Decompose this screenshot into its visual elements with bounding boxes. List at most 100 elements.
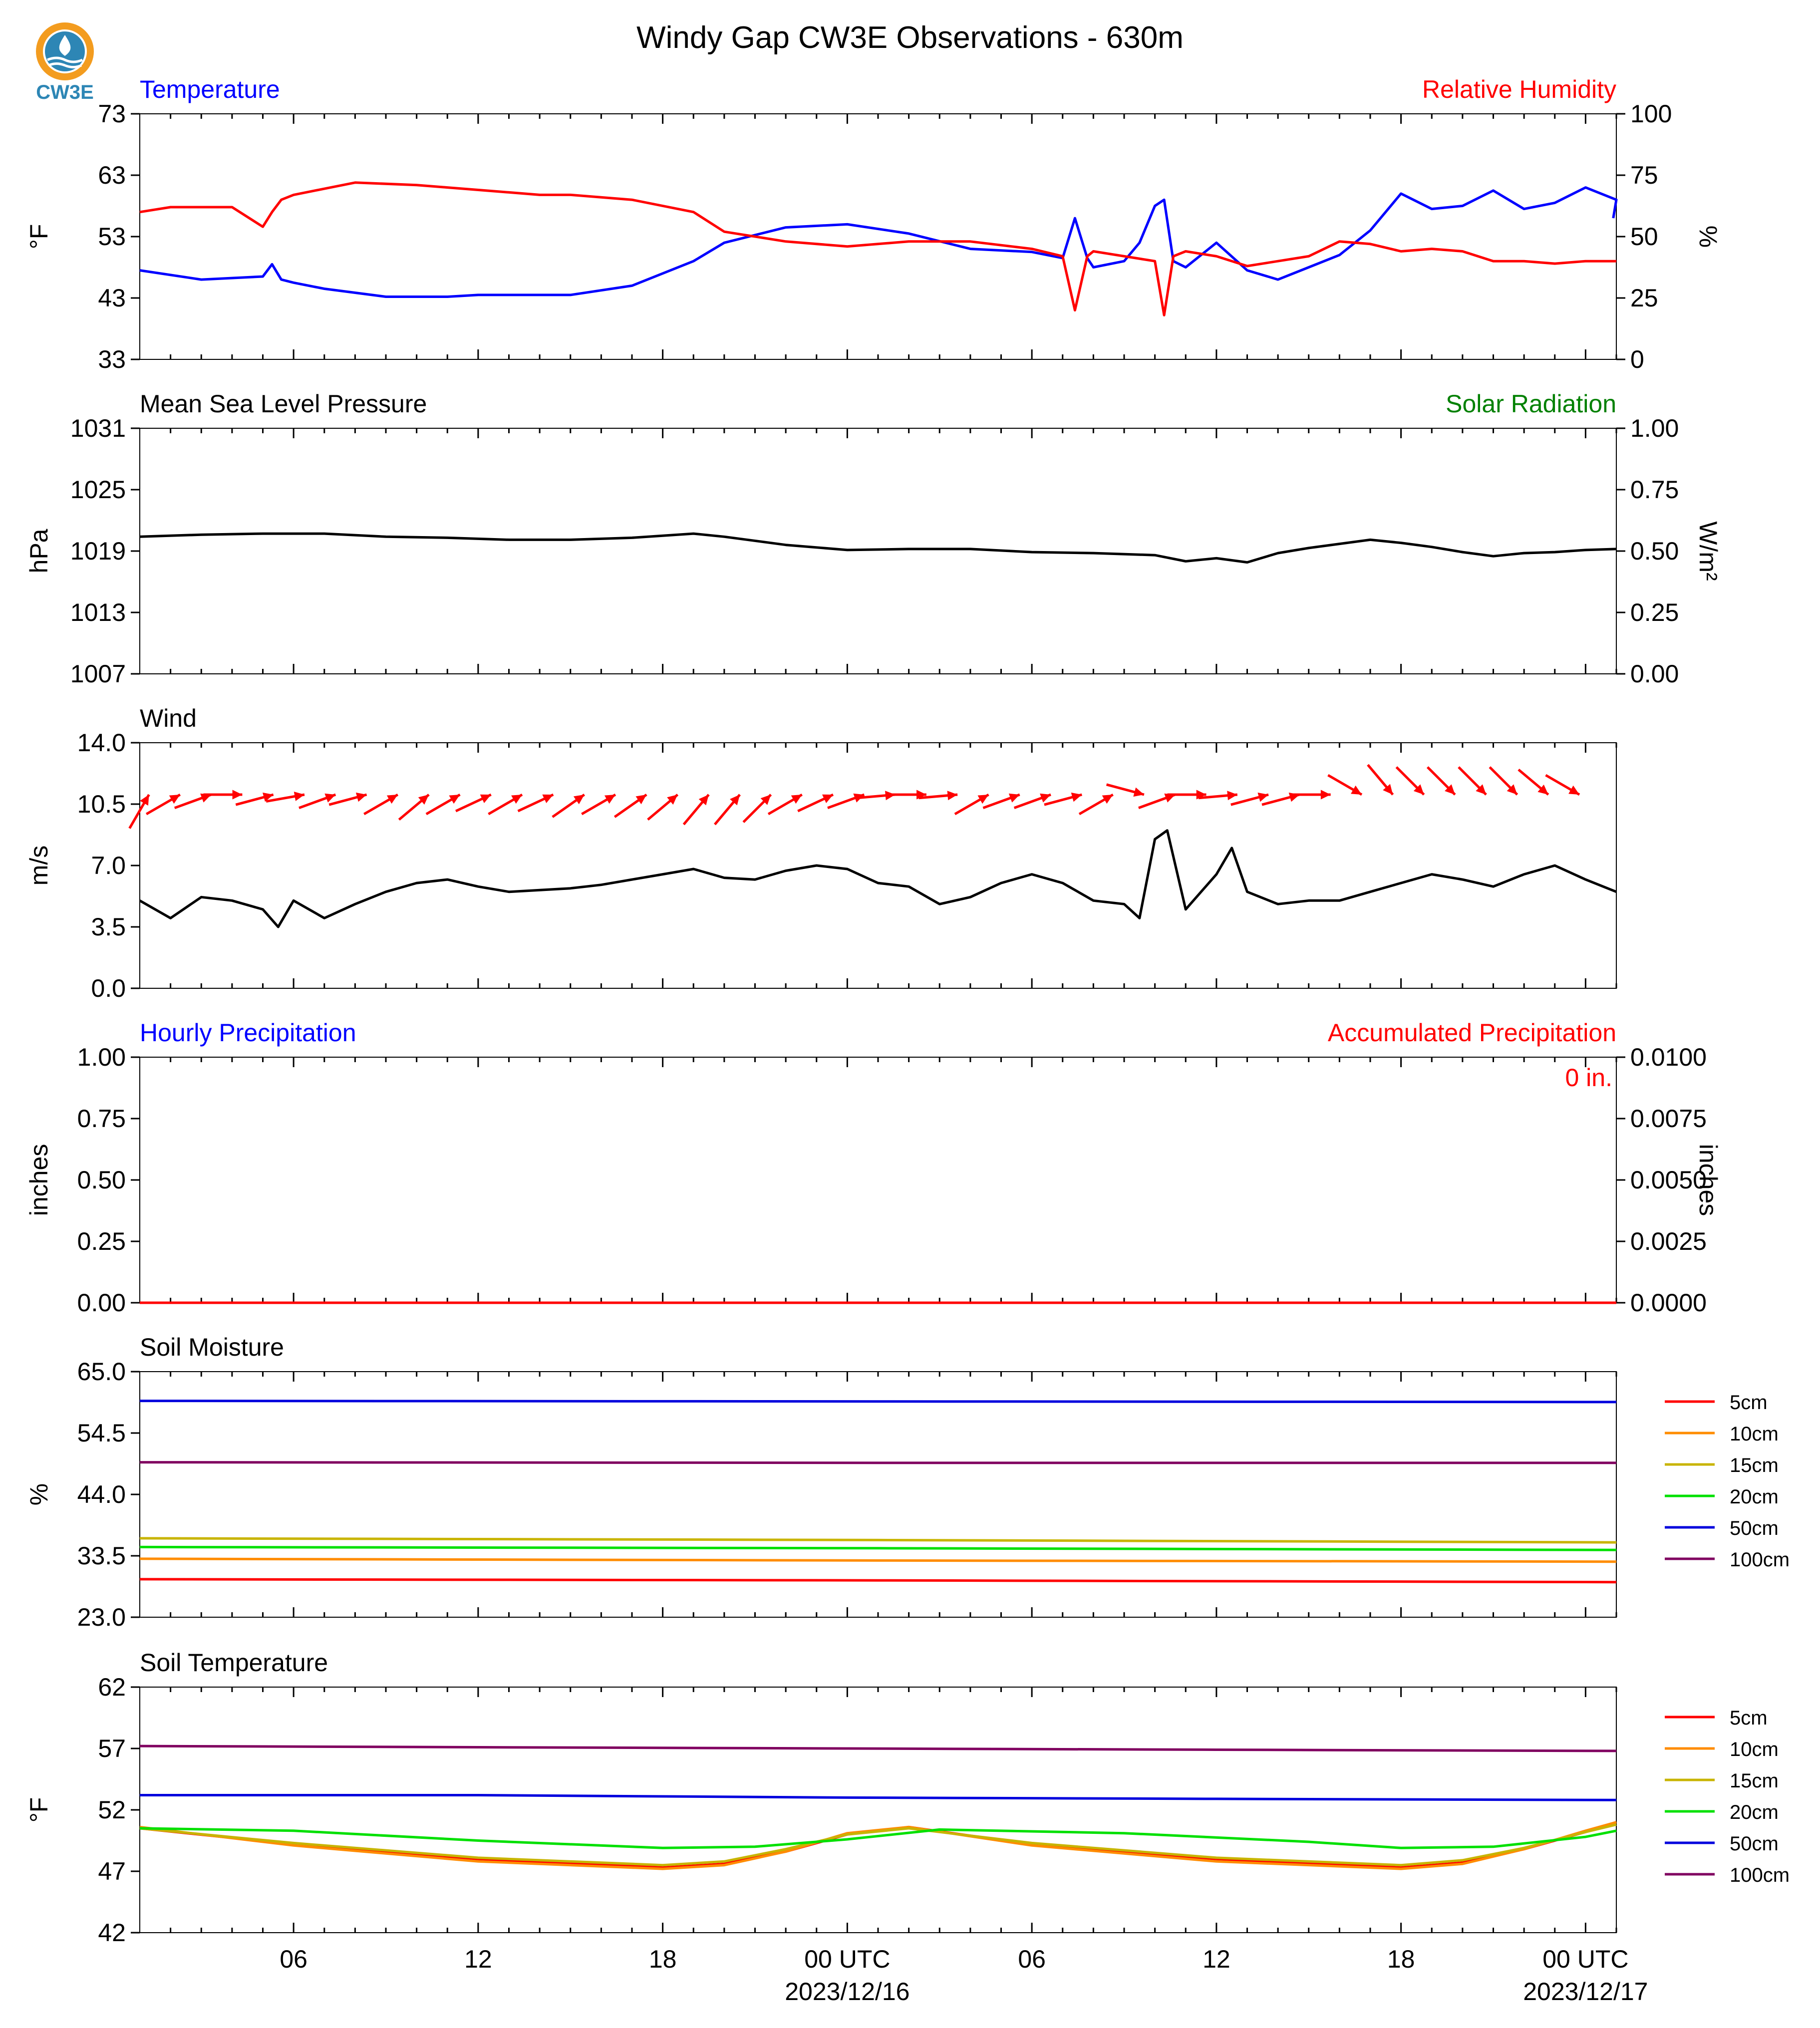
panel-soil_moisture: 23.0 33.5 44.0 54.5 65.0% Soil Moisture 5cm 10c… [25,1333,1790,1631]
y-tick-label-right: 100 [1630,100,1672,128]
plot-frame [139,1057,1617,1303]
panel-soil_temperature: 42 47 52 57 62 °F Soil Temperature 5cm 10cm 15cm 2… [25,1649,1790,1947]
x-tick-label: 06 [280,1945,307,1973]
y-tick-label-right: 0.50 [1630,537,1679,565]
cw3e-logo: CW3E [36,22,94,103]
legend-label: 20cm [1730,1486,1779,1508]
wind-arrow-head [294,792,304,801]
legend-label: 50cm [1730,1833,1779,1855]
wind-arrow-head [1008,793,1020,803]
panel-title-left: Hourly Precipitation [140,1019,356,1047]
y-tick-label: 1019 [70,537,126,565]
y-tick-label: 65.0 [77,1358,126,1386]
legend-label: 5cm [1730,1392,1768,1414]
wind-arrow-head [1476,784,1487,795]
wind-arrow-head [1320,790,1331,800]
panel-wind: 0.0 3.5 7.0 10.5 14.0 m/s Wind [25,704,1617,1002]
series-line-10cm [139,1557,1617,1563]
y-tick-label: 0.75 [77,1105,126,1133]
series-line-5cm [139,1578,1617,1584]
wind-arrow-head [386,795,398,804]
panel-title-left: Temperature [140,75,280,103]
plot-frame [139,113,1617,360]
y-tick-label: 52 [98,1796,126,1824]
y-tick-label-right: 0.75 [1630,476,1679,504]
y-tick-label: 23.0 [77,1603,126,1631]
plot-frame [139,428,1617,674]
series-line-mean-sea-level-pressure [139,532,1617,564]
wind-arrow-head [1537,784,1548,795]
series-line-wind [139,829,1617,928]
panel-temperature: 33 43 53 63 73 0 25 50 75 100 °F % Temperature Relati… [25,75,1722,373]
y-axis-label: °F [25,224,53,250]
y-tick-label-right: 0.0100 [1630,1043,1707,1071]
wind-arrow-head [1071,792,1082,802]
y-tick-label-right: 50 [1630,223,1658,251]
series-line-15cm [139,1537,1617,1544]
y-tick-label: 14.0 [77,729,126,757]
y-tick-label: 0.25 [77,1227,126,1255]
panel-title-right: Accumulated Precipitation [1328,1019,1616,1047]
y-axis-label: hPa [25,529,53,573]
legend-label: 10cm [1730,1423,1779,1445]
wind-arrow-head [140,795,149,806]
y-tick-label: 73 [98,100,126,128]
y-tick-label: 57 [98,1735,126,1762]
page-title: Windy Gap CW3E Observations - 630m [636,20,1184,55]
series-line-100cm [139,1744,1617,1752]
series-line-relative-humidity [139,181,1616,316]
y-tick-label-right: 0.0075 [1630,1105,1707,1133]
x-tick-label: 12 [464,1945,492,1973]
legend-label: 15cm [1730,1770,1779,1792]
x-tick-label: 12 [1203,1945,1230,1973]
y-tick-label: 3.5 [91,913,126,941]
y-axis-label-right: inches [1694,1144,1722,1216]
y-tick-label: 7.0 [91,852,126,879]
wind-arrow-head [730,795,740,806]
wind-arrow-head [355,792,367,802]
y-tick-label: 1031 [70,414,126,442]
wind-arrow-head [698,795,709,806]
wind-arrow-head [418,795,429,805]
y-tick-label: 33 [98,345,126,373]
wind-arrow-head [635,795,647,805]
legend-label: 100cm [1730,1549,1790,1571]
y-tick-label-right: 1.00 [1630,414,1679,442]
y-tick-label: 0.50 [77,1166,126,1194]
wind-arrow-head [542,794,554,804]
legend-label: 15cm [1730,1454,1779,1476]
y-tick-label-right: 0.00 [1630,660,1679,688]
wind-arrow-head [480,794,491,804]
panel-title-left: Mean Sea Level Pressure [140,390,427,418]
wind-arrow-head [169,795,180,804]
series-line-15cm [139,1823,1617,1867]
series-line-50cm [139,1400,1617,1404]
wind-arrow-head [1040,793,1051,803]
wind-arrow-head [1413,784,1424,795]
panel-precipitation: 0.00 0.25 0.50 0.75 1.00 0.0000 0.0025 0.0050 0.… [25,1019,1722,1317]
y-tick-label-right: 0.0050 [1630,1166,1707,1194]
y-tick-label-right: 0 [1630,345,1644,373]
y-tick-label: 1.00 [77,1043,126,1071]
legend-label: 5cm [1730,1707,1768,1729]
wind-arrow-head [511,795,523,804]
wind-arrow-head [1383,784,1393,795]
y-tick-label: 0.00 [77,1289,126,1317]
wind-arrow-head [1133,787,1144,797]
y-tick-label-right: 0.25 [1630,598,1679,626]
logo-text: CW3E [36,81,94,103]
plot-frame [139,742,1617,989]
y-tick-label: 1007 [70,660,126,688]
x-tick-label: 06 [1018,1945,1046,1973]
wind-arrow-head [604,795,615,804]
x-tick-label: 00 UTC [1542,1945,1628,1973]
y-tick-label: 44.0 [77,1480,126,1508]
y-tick-label-right: 0.0000 [1630,1289,1707,1317]
wind-arrow-head [822,794,833,804]
y-axis-label: inches [25,1144,53,1216]
y-tick-label: 1013 [70,598,126,626]
y-axis-label-right: W/m² [1694,521,1722,580]
legend-label: 100cm [1730,1864,1790,1886]
panel-pressure: 1007 1013 1019 1025 1031 0.00 0.25 0.50 0.75 1.00… [25,390,1722,688]
wind-arrow-head [1257,792,1269,802]
